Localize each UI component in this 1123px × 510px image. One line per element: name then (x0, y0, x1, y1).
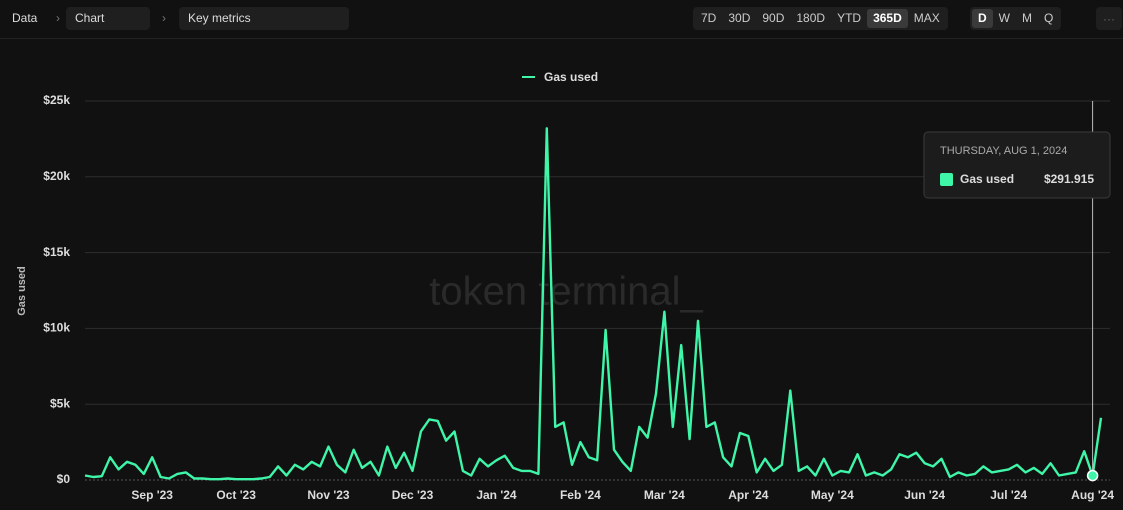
range-button[interactable]: YTD (837, 11, 862, 25)
x-tick-label: Mar '24 (644, 488, 685, 502)
chevron: › (162, 11, 166, 25)
range-button[interactable]: 30D (728, 11, 751, 25)
x-tick-label: Feb '24 (560, 488, 601, 502)
chevron: › (56, 11, 60, 25)
more-button[interactable]: ··· (1096, 7, 1122, 30)
range-button[interactable]: MAX (913, 11, 940, 25)
x-tick-label: Dec '23 (392, 488, 434, 502)
watermark: token terminal_ (429, 270, 703, 314)
tooltip-box (923, 131, 1111, 199)
x-tick-label: Jun '24 (904, 488, 945, 502)
hover-dot (1086, 469, 1099, 482)
y-tick-label: $20k (43, 169, 70, 183)
x-tick-label: Apr '24 (728, 488, 769, 502)
y-tick-label: $15k (43, 245, 70, 259)
x-tick-label: Jan '24 (476, 488, 517, 502)
tooltip: THURSDAY, AUG 1, 2024 Gas used $291.915 (923, 131, 1111, 199)
y-tick-label: $5k (50, 396, 70, 410)
x-tick-label: Oct '23 (216, 488, 256, 502)
breadcrumb-data[interactable]: Data (12, 11, 38, 25)
tooltip-date: THURSDAY, AUG 1, 2024 (940, 145, 1067, 157)
range-group: 7D 30D 90D 180D YTD 365D MAX (693, 7, 948, 30)
granularity-button[interactable]: D (972, 9, 993, 28)
range-button[interactable]: 180D (796, 11, 826, 25)
range-button[interactable]: 90D (762, 11, 785, 25)
y-axis-title: Gas used (16, 266, 28, 316)
range-button[interactable]: 365D (867, 9, 908, 28)
y-tick-label: $25k (43, 93, 70, 107)
y-tick-label: $10k (43, 321, 70, 335)
breadcrumb-metrics[interactable]: Key metrics (179, 7, 349, 30)
line-series (84, 127, 1103, 481)
y-tick-label: $0 (57, 472, 71, 486)
x-tick-label: May '24 (811, 488, 854, 502)
tooltip-label: Gas used (960, 172, 1014, 186)
x-tick-label: Aug '24 (1071, 488, 1114, 502)
x-tick-label: Jul '24 (990, 488, 1027, 502)
granularity-button[interactable]: M (1022, 11, 1032, 25)
granularity-button[interactable]: W (998, 11, 1010, 25)
tooltip-swatch (940, 173, 953, 186)
range-button[interactable]: 7D (701, 11, 717, 25)
legend-label[interactable]: Gas used (544, 70, 598, 84)
x-tick-label: Nov '23 (307, 488, 350, 502)
tooltip-value: $291.915 (1044, 172, 1094, 186)
x-tick-label: Sep '23 (131, 488, 173, 502)
granularity-button[interactable]: Q (1044, 11, 1054, 25)
breadcrumb-chart[interactable]: Chart (66, 7, 150, 30)
toolbar: Data › Chart › Key metrics 7D 30D 90D 180D Y… (0, 0, 1123, 39)
